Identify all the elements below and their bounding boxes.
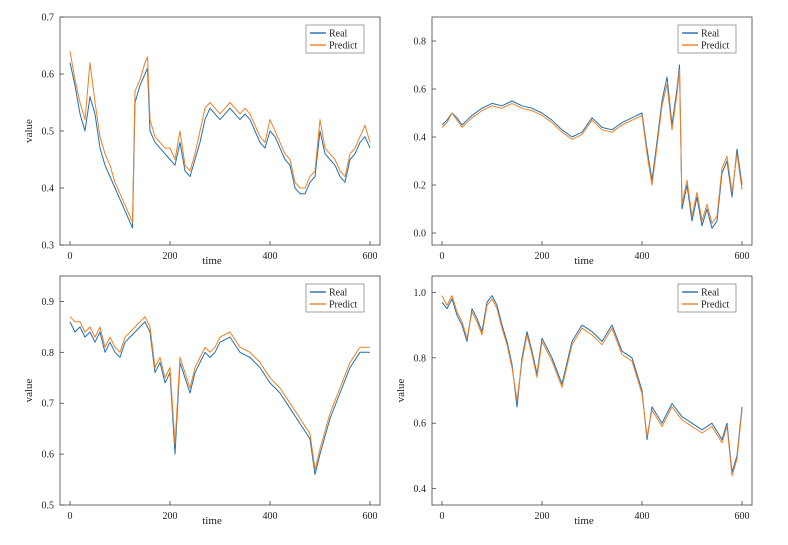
- x-tick-label: 600: [363, 511, 378, 522]
- x-axis-label: time: [574, 515, 594, 527]
- x-tick-label: 400: [263, 251, 278, 262]
- series-line-real: [441, 64, 743, 229]
- legend-box: [305, 283, 365, 313]
- y-tick-label: 0.8: [414, 353, 427, 364]
- legend-box: [677, 283, 737, 313]
- chart-panel-3: 0 200 400 600 0.5 0.6 0.7 0.8 0.9 time value RealPr…: [23, 275, 381, 527]
- legend-label-real: Real: [329, 29, 348, 40]
- y-tick-label: 0.9: [42, 297, 55, 308]
- x-tick-label: 400: [635, 251, 650, 262]
- y-axis-label: value: [395, 378, 407, 402]
- y-tick-label: 0.5: [42, 127, 55, 138]
- legend-label-predict: Predict: [701, 41, 730, 52]
- y-tick-label: 0.5: [42, 501, 55, 512]
- x-tick-label: 0: [440, 251, 445, 262]
- series-line-predict: [69, 316, 370, 470]
- y-tick-label: 0.7: [42, 13, 55, 24]
- y-tick-label: 0.7: [42, 399, 55, 410]
- chart-panel-4: 0 200 400 600 0.4 0.6 0.8 1.0 time value RealPredi…: [395, 275, 753, 527]
- y-tick-label: 0.6: [414, 419, 427, 430]
- x-tick-label: 200: [163, 251, 178, 262]
- legend-box: [305, 24, 365, 54]
- y-tick-label: 0.8: [414, 37, 427, 48]
- x-axis-label: time: [574, 255, 594, 267]
- x-tick-label: 400: [263, 511, 278, 522]
- series-line-predict: [69, 51, 371, 223]
- y-tick-label: 0.6: [42, 70, 55, 81]
- x-tick-label: 200: [163, 511, 178, 522]
- x-tick-label: 0: [68, 511, 73, 522]
- legend-label-real: Real: [329, 288, 348, 299]
- x-tick-label: 200: [535, 511, 550, 522]
- y-tick-label: 0.4: [42, 184, 55, 195]
- y-tick-label: 0.0: [414, 229, 427, 240]
- y-tick-label: 1.0: [414, 288, 427, 299]
- y-tick-label: 0.4: [414, 484, 427, 495]
- x-tick-label: 400: [635, 511, 650, 522]
- x-tick-label: 600: [735, 511, 750, 522]
- y-tick-label: 0.8: [42, 348, 55, 359]
- legend-label-predict: Predict: [329, 300, 358, 311]
- plot-frame: [59, 275, 381, 506]
- series-line-real: [69, 321, 370, 475]
- y-tick-label: 0.6: [42, 450, 55, 461]
- legend-label-predict: Predict: [701, 300, 730, 311]
- legend-box: [677, 24, 737, 54]
- x-tick-label: 600: [735, 251, 750, 262]
- y-tick-label: 0.6: [414, 85, 427, 96]
- x-axis-label: time: [202, 515, 222, 527]
- legend-label-predict: Predict: [329, 41, 358, 52]
- legend-label-real: Real: [701, 288, 720, 299]
- y-axis-label: value: [23, 378, 35, 402]
- y-tick-label: 0.2: [414, 181, 427, 192]
- plot-frame: [431, 16, 753, 246]
- x-tick-label: 0: [68, 251, 73, 262]
- series-line-real: [69, 62, 371, 229]
- x-tick-label: 0: [440, 511, 445, 522]
- series-line-real: [441, 295, 743, 473]
- plot-frame: [431, 275, 753, 506]
- y-tick-label: 0.3: [42, 241, 55, 252]
- x-tick-label: 200: [535, 251, 550, 262]
- x-tick-label: 600: [363, 251, 378, 262]
- series-line-predict: [441, 295, 743, 477]
- series-line-predict: [441, 69, 743, 224]
- y-tick-label: 0.4: [414, 133, 427, 144]
- legend-label-real: Real: [701, 29, 720, 40]
- x-axis-label: time: [202, 255, 222, 267]
- y-axis-label: value: [23, 119, 35, 143]
- chart-panel-1: 0 200 400 600 0.3 0.4 0.5 0.6 0.7 time value RealPr…: [23, 13, 381, 267]
